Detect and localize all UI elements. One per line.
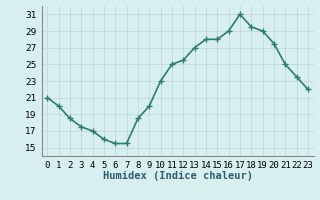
X-axis label: Humidex (Indice chaleur): Humidex (Indice chaleur)	[103, 171, 252, 181]
